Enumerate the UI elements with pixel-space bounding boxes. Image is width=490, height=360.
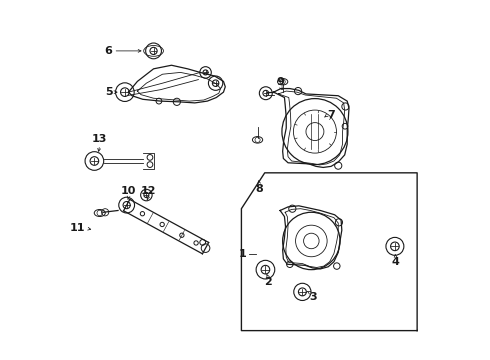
Text: 1: 1 — [239, 248, 247, 258]
Text: 4: 4 — [392, 257, 399, 267]
Text: 8: 8 — [255, 184, 263, 194]
Text: 7: 7 — [327, 111, 335, 121]
Text: 11: 11 — [70, 224, 85, 233]
Text: 6: 6 — [104, 46, 112, 56]
Text: 5: 5 — [105, 87, 112, 97]
Text: 9: 9 — [276, 77, 284, 87]
Text: 12: 12 — [141, 186, 156, 196]
Text: 3: 3 — [310, 292, 317, 302]
Text: 2: 2 — [265, 277, 272, 287]
Text: 13: 13 — [92, 134, 107, 144]
Text: 10: 10 — [121, 186, 136, 196]
